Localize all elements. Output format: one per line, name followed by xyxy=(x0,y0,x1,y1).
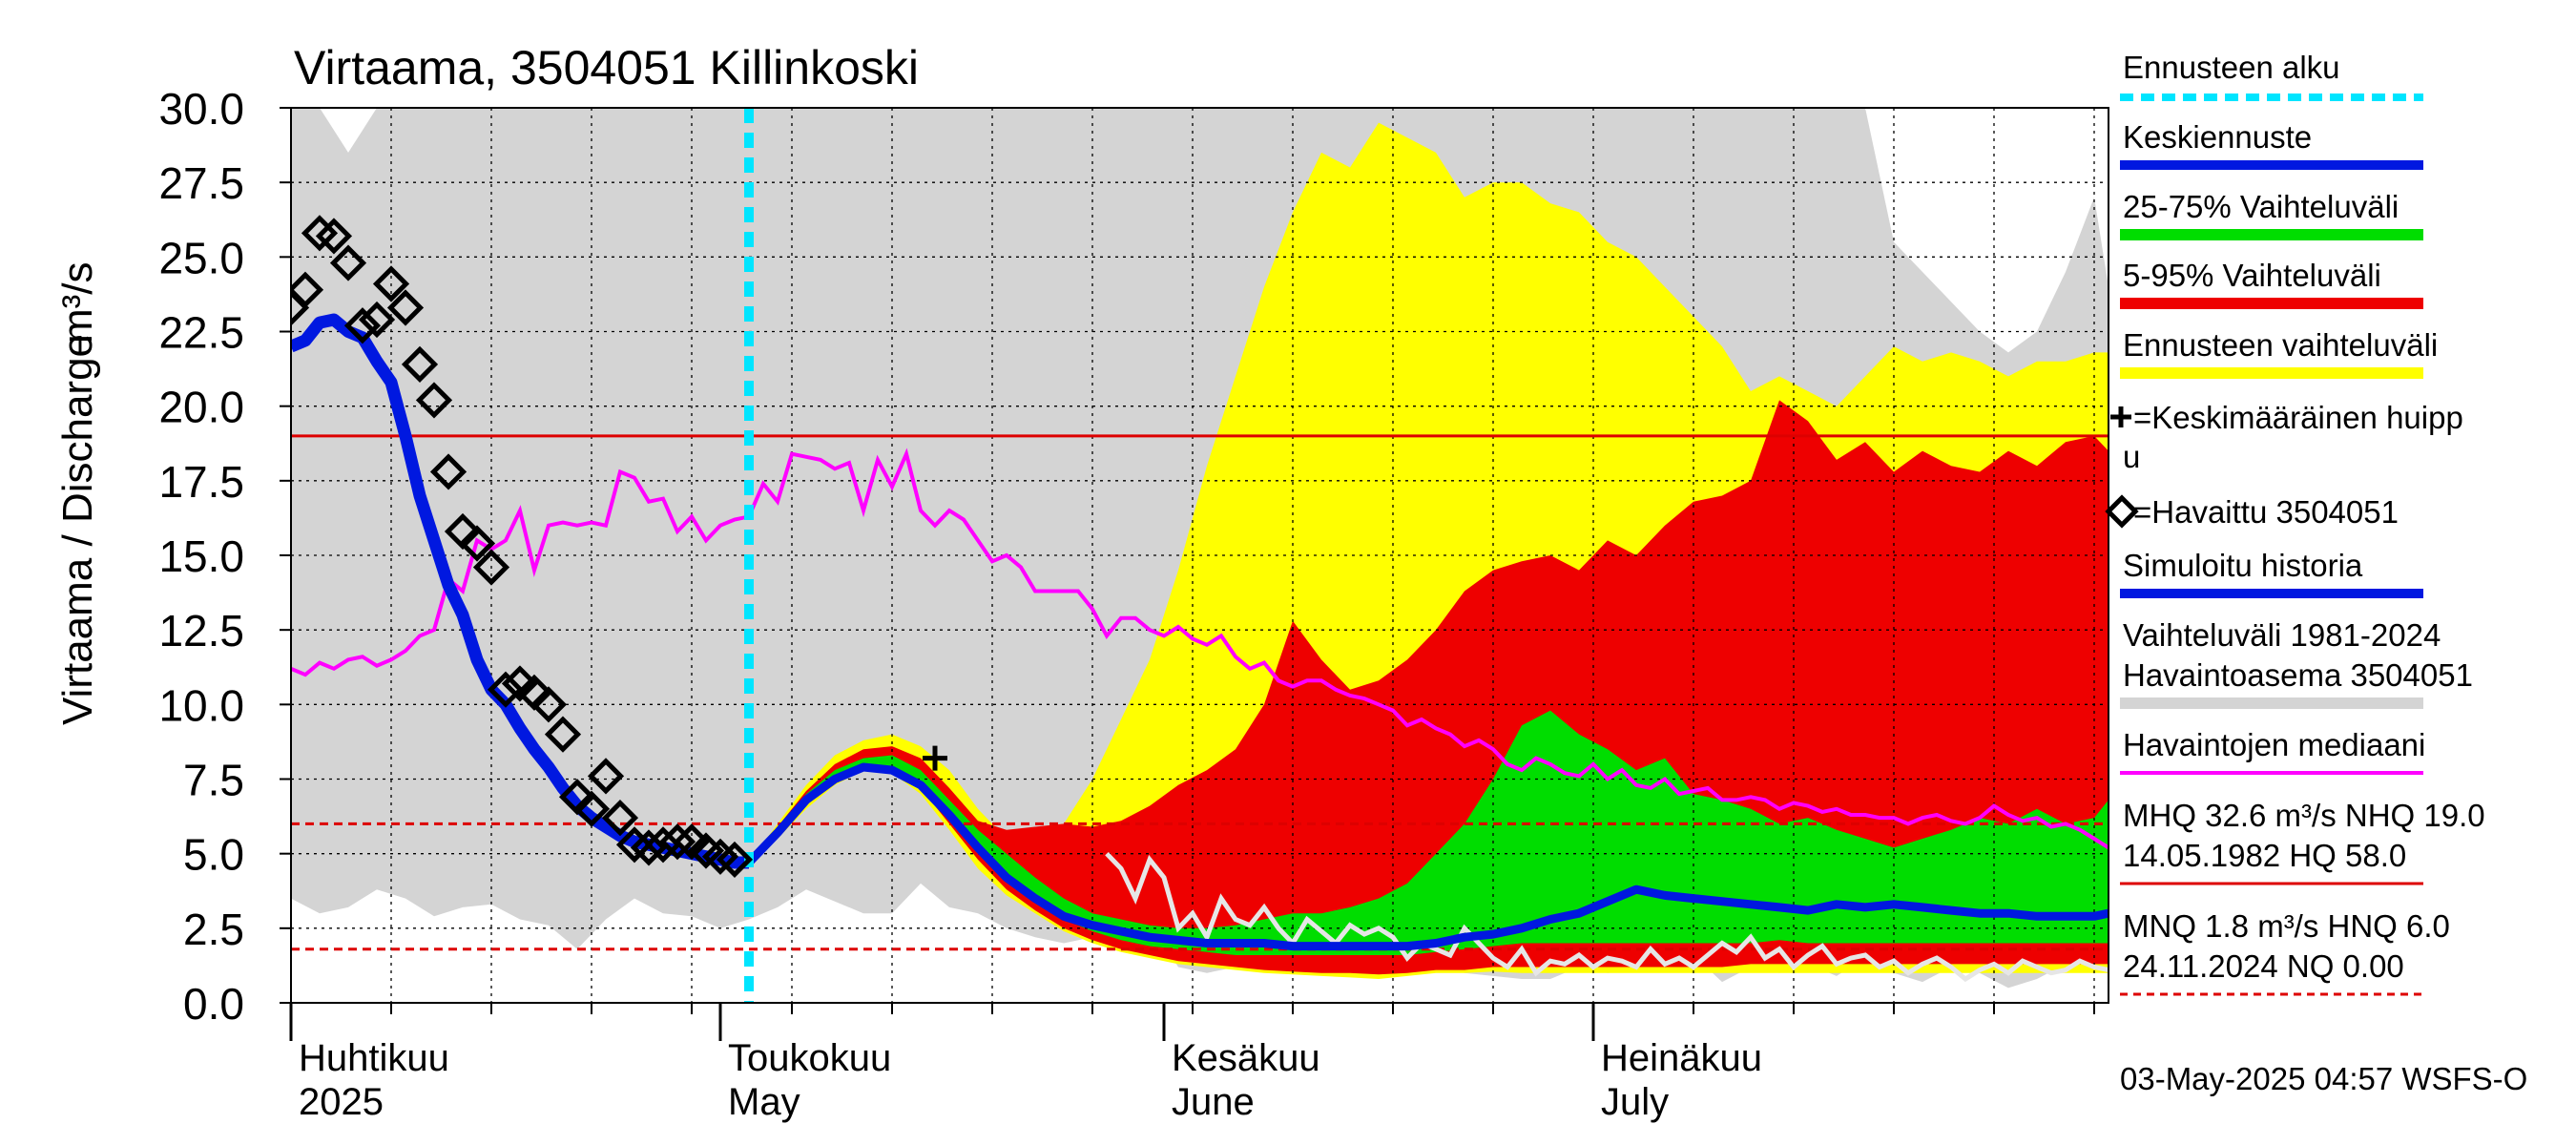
y-tick-label: 10.0 xyxy=(158,680,244,730)
observed-point xyxy=(386,289,425,326)
observed-point xyxy=(515,674,553,711)
y-tick-label: 25.0 xyxy=(158,233,244,282)
observed-point xyxy=(458,525,496,562)
x-month-label-fi: Kesäkuu xyxy=(1172,1037,1320,1079)
observed-point xyxy=(601,800,639,837)
legend-p5-95-label: 5-95% Vaihteluväli xyxy=(2123,258,2381,293)
legend-hist-station-label: Havaintoasema 3504051 xyxy=(2123,657,2473,693)
observed-point xyxy=(472,549,510,586)
observed-point xyxy=(315,218,353,255)
x-month-label-fi: Heinäkuu xyxy=(1601,1037,1762,1079)
x-month-label-en: June xyxy=(1172,1081,1255,1123)
y-tick-label: 12.5 xyxy=(158,606,244,656)
legend-p25-75-label: 25-75% Vaihteluväli xyxy=(2123,189,2399,224)
observed-point xyxy=(429,453,467,490)
y-tick-label: 7.5 xyxy=(183,756,244,805)
y-tick-label: 22.5 xyxy=(158,308,244,358)
y-axis-unit: m³/s xyxy=(54,261,101,344)
x-month-label-fi: Huhtikuu xyxy=(299,1037,449,1079)
x-month-label-en: 2025 xyxy=(299,1081,384,1123)
y-tick-label: 20.0 xyxy=(158,383,244,432)
footer-timestamp: 03-May-2025 04:57 WSFS-O xyxy=(2120,1061,2527,1096)
observed-point xyxy=(572,790,611,827)
legend-simulated-label: Simuloitu historia xyxy=(2123,548,2363,583)
sample-trace-line xyxy=(1105,851,2109,983)
chart-title: Virtaama, 3504051 Killinkoski xyxy=(294,41,919,94)
legend-stats-nq: 24.11.2024 NQ 0.00 xyxy=(2123,948,2404,984)
plot-area xyxy=(291,108,2109,1003)
y-tick-label: 5.0 xyxy=(183,830,244,880)
legend-stats-mhq: MHQ 32.6 m³/s NHQ 19.0 xyxy=(2123,798,2485,833)
observed-point xyxy=(716,841,754,879)
legend-peak-icon xyxy=(2110,406,2131,427)
x-month-label-en: May xyxy=(728,1081,800,1123)
observed-point xyxy=(487,671,525,708)
mean-peak-marker xyxy=(923,745,947,771)
observed-point xyxy=(358,301,396,339)
legend-mean-peak-label-cont: u xyxy=(2123,439,2140,474)
observed-point xyxy=(530,686,568,723)
legend-stats-hq: 14.05.1982 HQ 58.0 xyxy=(2123,838,2406,873)
observed-points xyxy=(291,215,754,879)
y-tick-label: 17.5 xyxy=(158,457,244,507)
observed-point xyxy=(558,779,596,816)
observed-point xyxy=(343,307,382,344)
y-tick-label: 30.0 xyxy=(158,84,244,134)
y-axis-title: Virtaama / Discharge m³/s xyxy=(54,261,101,725)
x-month-label-en: July xyxy=(1601,1081,1669,1123)
observed-point xyxy=(501,665,539,702)
observed-point xyxy=(587,758,625,795)
legend-median-label: Havaintojen mediaani xyxy=(2123,727,2425,762)
observed-point xyxy=(544,716,582,753)
p25-75-area xyxy=(749,710,2109,955)
observed-point xyxy=(372,265,410,302)
observed-point xyxy=(329,244,367,281)
grid-lines xyxy=(291,108,2109,1003)
legend-forecast-start-label: Ennusteen alku xyxy=(2123,50,2340,85)
legend: Ennusteen alku Keskiennuste 25-75% Vaiht… xyxy=(2105,50,2485,996)
observed-point xyxy=(415,382,453,419)
x-month-label-fi: Toukokuu xyxy=(728,1037,891,1079)
observed-point xyxy=(444,512,482,551)
observed-point xyxy=(687,832,725,869)
legend-mean-peak-label: =Keskimääräinen huipp xyxy=(2133,400,2463,435)
mean-forecast-line xyxy=(745,762,2109,951)
legend-observed-icon xyxy=(2105,494,2139,529)
median-line xyxy=(291,448,2109,850)
legend-hist-range-label: Vaihteluväli 1981-2024 xyxy=(2123,617,2441,653)
y-axis-label: Virtaama / Discharge xyxy=(54,334,101,725)
legend-stats-mnq: MNQ 1.8 m³/s HNQ 6.0 xyxy=(2123,908,2450,944)
y-tick-label: 27.5 xyxy=(158,158,244,208)
legend-ensemble-range-label: Ennusteen vaihteluväli xyxy=(2123,327,2438,363)
observed-point xyxy=(673,823,711,861)
legend-mean-forecast-label: Keskiennuste xyxy=(2123,119,2312,155)
observed-point xyxy=(401,345,439,383)
y-tick-label: 0.0 xyxy=(183,979,244,1029)
observed-point xyxy=(291,271,324,308)
y-axis-ticks: 0.0 2.5 5.0 7.5 10.0 12.5 15.0 17.5 20.0 22.5 25.0… xyxy=(158,84,291,1029)
y-tick-label: 15.0 xyxy=(158,531,244,581)
y-tick-label: 2.5 xyxy=(183,905,244,954)
legend-observed-label: =Havaittu 3504051 xyxy=(2133,494,2399,530)
